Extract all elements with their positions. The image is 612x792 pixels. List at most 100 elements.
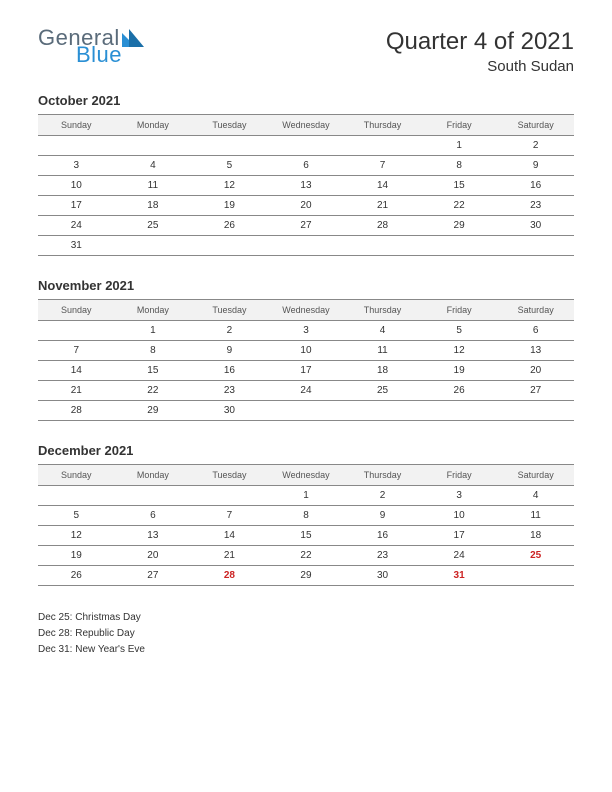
- calendar-cell: 1: [421, 136, 498, 156]
- weekday-header: Tuesday: [191, 115, 268, 136]
- calendar-cell: 29: [115, 401, 192, 421]
- calendar-cell: 13: [115, 526, 192, 546]
- calendar-cell: 10: [38, 176, 115, 196]
- calendar-cell: 4: [497, 486, 574, 506]
- weekday-header: Wednesday: [268, 465, 345, 486]
- calendar-cell: 11: [115, 176, 192, 196]
- calendar-cell: 19: [38, 546, 115, 566]
- weekday-header: Sunday: [38, 115, 115, 136]
- calendar-cell: 6: [497, 321, 574, 341]
- calendar-cell: 21: [191, 546, 268, 566]
- month-block: December 2021SundayMondayTuesdayWednesda…: [38, 443, 574, 586]
- calendar-row: 17181920212223: [38, 196, 574, 216]
- calendar-cell: 19: [421, 361, 498, 381]
- calendar-row: 19202122232425: [38, 546, 574, 566]
- calendar-cell: 16: [191, 361, 268, 381]
- calendar-cell: [115, 136, 192, 156]
- weekday-header: Monday: [115, 465, 192, 486]
- calendar-cell: [344, 236, 421, 256]
- calendar-cell: 7: [191, 506, 268, 526]
- calendar-cell: 23: [497, 196, 574, 216]
- calendar-cell: 24: [268, 381, 345, 401]
- calendar-cell: 30: [191, 401, 268, 421]
- calendar-cell: 12: [191, 176, 268, 196]
- calendar-cell: 8: [115, 341, 192, 361]
- calendar-cell: [344, 136, 421, 156]
- weekday-header: Monday: [115, 115, 192, 136]
- calendar-cell: 13: [268, 176, 345, 196]
- calendar-cell: [38, 136, 115, 156]
- calendar-cell: 13: [497, 341, 574, 361]
- calendar-cell: 23: [344, 546, 421, 566]
- calendar-cell: 8: [268, 506, 345, 526]
- calendar-cell: 30: [497, 216, 574, 236]
- logo-text-blue: Blue: [76, 45, 144, 66]
- calendar-cell: 7: [344, 156, 421, 176]
- calendar-cell: 4: [115, 156, 192, 176]
- calendar-cell: 2: [191, 321, 268, 341]
- page-header: General Blue Quarter 4 of 2021 South Sud…: [38, 28, 574, 75]
- calendar-cell: [497, 236, 574, 256]
- calendar-cell: 6: [115, 506, 192, 526]
- calendar-cell: [421, 401, 498, 421]
- calendar-cell: [38, 321, 115, 341]
- weekday-header: Wednesday: [268, 115, 345, 136]
- calendar-cell: 5: [191, 156, 268, 176]
- calendar-row: 1234: [38, 486, 574, 506]
- calendar-cell: 1: [268, 486, 345, 506]
- calendar-cell: 16: [344, 526, 421, 546]
- calendar-cell: 30: [344, 566, 421, 586]
- calendar-row: 10111213141516: [38, 176, 574, 196]
- calendar-cell: 14: [191, 526, 268, 546]
- holiday-entry: Dec 25: Christmas Day: [38, 610, 574, 626]
- calendar-cell: [268, 236, 345, 256]
- calendar-cell: 9: [191, 341, 268, 361]
- weekday-header: Saturday: [497, 115, 574, 136]
- calendar-cell: [268, 401, 345, 421]
- calendar-cell: 25: [115, 216, 192, 236]
- calendar-cell: 4: [344, 321, 421, 341]
- calendar-cell: 11: [344, 341, 421, 361]
- calendar-table: SundayMondayTuesdayWednesdayThursdayFrid…: [38, 114, 574, 256]
- calendar-cell: [115, 236, 192, 256]
- calendar-cell: [344, 401, 421, 421]
- calendar-cell: 12: [421, 341, 498, 361]
- calendar-cell: 21: [38, 381, 115, 401]
- calendar-cell: 3: [38, 156, 115, 176]
- calendar-cell: [497, 401, 574, 421]
- weekday-header: Wednesday: [268, 300, 345, 321]
- page-title: Quarter 4 of 2021: [386, 28, 574, 56]
- calendar-row: 3456789: [38, 156, 574, 176]
- calendar-cell: 20: [497, 361, 574, 381]
- weekday-header: Sunday: [38, 300, 115, 321]
- calendar-cell: 15: [421, 176, 498, 196]
- calendar-cell: 22: [115, 381, 192, 401]
- calendar-cell: 24: [38, 216, 115, 236]
- weekday-header: Friday: [421, 115, 498, 136]
- weekday-header: Sunday: [38, 465, 115, 486]
- calendar-cell: [38, 486, 115, 506]
- calendar-row: 31: [38, 236, 574, 256]
- calendar-cell: 19: [191, 196, 268, 216]
- calendar-row: 14151617181920: [38, 361, 574, 381]
- calendar-cell: 9: [344, 506, 421, 526]
- calendar-cell: 14: [38, 361, 115, 381]
- calendar-table: SundayMondayTuesdayWednesdayThursdayFrid…: [38, 464, 574, 586]
- calendar-row: 21222324252627: [38, 381, 574, 401]
- calendar-cell: 18: [344, 361, 421, 381]
- calendar-cell: 28: [191, 566, 268, 586]
- calendar-row: 78910111213: [38, 341, 574, 361]
- holiday-entry: Dec 31: New Year's Eve: [38, 642, 574, 658]
- calendar-cell: 24: [421, 546, 498, 566]
- weekday-header: Monday: [115, 300, 192, 321]
- calendar-cell: 15: [268, 526, 345, 546]
- calendar-cell: [421, 236, 498, 256]
- calendar-row: 12131415161718: [38, 526, 574, 546]
- calendar-cell: [191, 136, 268, 156]
- calendar-cell: 2: [497, 136, 574, 156]
- calendar-cell: 11: [497, 506, 574, 526]
- calendar-cell: [115, 486, 192, 506]
- calendar-cell: 23: [191, 381, 268, 401]
- calendar-cell: 5: [38, 506, 115, 526]
- calendar-cell: 27: [115, 566, 192, 586]
